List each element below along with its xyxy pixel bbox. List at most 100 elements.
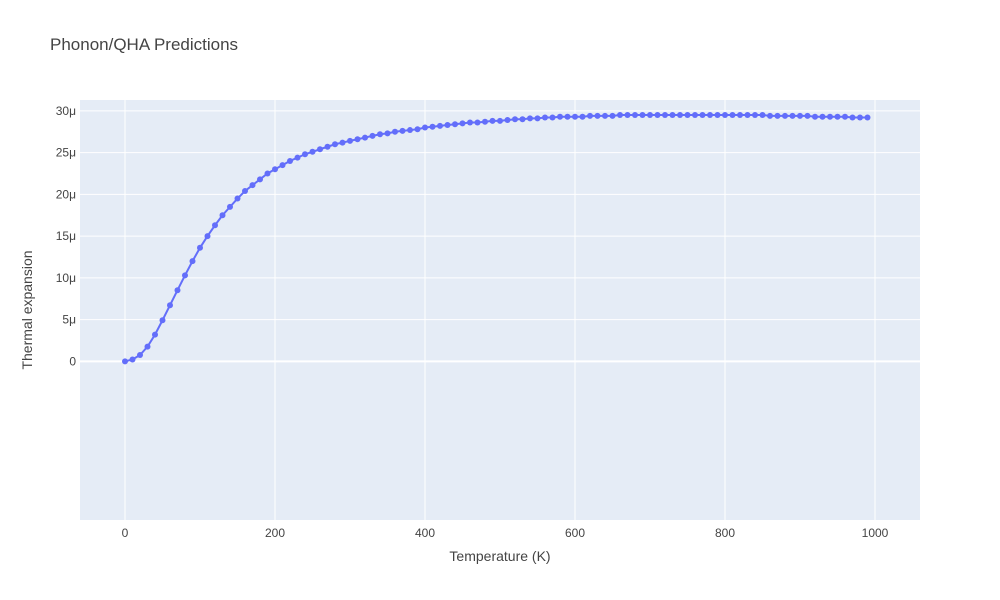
data-point xyxy=(324,143,331,150)
data-point xyxy=(399,127,406,134)
data-point xyxy=(377,131,383,138)
data-point xyxy=(287,157,293,164)
data-point xyxy=(264,170,271,177)
data-point xyxy=(347,137,353,144)
data-point xyxy=(752,112,758,119)
data-point xyxy=(519,116,526,123)
data-point xyxy=(504,117,511,124)
data-point xyxy=(572,113,578,120)
x-gridlines xyxy=(124,100,876,520)
data-point xyxy=(219,212,226,219)
x-tick-label: 1000 xyxy=(862,526,889,540)
data-point xyxy=(189,258,196,265)
data-point xyxy=(549,114,556,121)
data-point xyxy=(744,112,751,119)
data-point xyxy=(834,113,841,120)
data-point xyxy=(369,132,376,139)
data-point xyxy=(302,151,308,158)
data-point xyxy=(819,113,826,120)
data-point xyxy=(624,112,631,119)
data-point xyxy=(804,112,811,119)
series-line xyxy=(124,114,868,363)
data-point xyxy=(497,117,503,124)
y-tick-label: 20μ xyxy=(56,187,76,201)
data-point xyxy=(767,112,773,119)
data-point xyxy=(384,130,391,137)
data-point xyxy=(662,112,668,119)
data-point xyxy=(242,188,248,195)
data-point xyxy=(459,120,466,127)
y-tick-label: 0 xyxy=(69,354,76,368)
data-point xyxy=(534,115,541,122)
chart-title: Phonon/QHA Predictions xyxy=(50,35,238,54)
data-point xyxy=(467,119,473,126)
data-point xyxy=(842,113,848,120)
y-tick-label: 30μ xyxy=(56,104,76,118)
data-point xyxy=(354,136,361,143)
data-point xyxy=(692,112,698,119)
data-point xyxy=(654,112,661,119)
data-point xyxy=(234,195,241,202)
data-point xyxy=(309,148,316,155)
data-point xyxy=(684,112,691,119)
data-point xyxy=(174,287,181,294)
y-tick-label: 5μ xyxy=(62,313,76,327)
data-point xyxy=(339,139,346,146)
data-point xyxy=(167,302,173,309)
data-point xyxy=(362,134,368,141)
data-point xyxy=(204,233,211,240)
data-point xyxy=(737,112,743,119)
data-point xyxy=(579,113,586,120)
y-gridlines xyxy=(80,110,920,363)
data-point xyxy=(699,112,706,119)
data-point xyxy=(407,127,413,134)
data-point xyxy=(137,352,143,359)
data-point xyxy=(512,116,518,123)
data-point xyxy=(707,112,713,119)
plot-area xyxy=(80,100,920,520)
data-point xyxy=(392,128,398,135)
data-point xyxy=(257,176,263,183)
data-point xyxy=(182,272,188,279)
data-point xyxy=(632,112,638,119)
data-point xyxy=(797,112,803,119)
data-point xyxy=(272,166,278,173)
data-point xyxy=(782,112,788,119)
data-point xyxy=(474,119,481,126)
series-points xyxy=(122,112,871,365)
data-point xyxy=(669,112,676,119)
y-tick-label: 10μ xyxy=(56,271,76,285)
data-point xyxy=(129,356,136,363)
data-point xyxy=(294,154,301,161)
x-axis-title: Temperature (K) xyxy=(449,548,550,564)
data-point xyxy=(422,124,428,131)
data-point xyxy=(647,112,653,119)
data-point xyxy=(527,115,533,122)
x-tick-label: 400 xyxy=(415,526,435,540)
data-point xyxy=(827,113,833,120)
data-point xyxy=(759,112,766,119)
data-point xyxy=(414,126,421,133)
x-tick-labels: 0 200 400 600 800 1000 xyxy=(122,526,889,540)
data-point xyxy=(212,222,218,229)
data-point xyxy=(279,162,286,169)
x-tick-label: 200 xyxy=(265,526,285,540)
data-point xyxy=(489,117,496,124)
data-point xyxy=(249,182,256,189)
data-point xyxy=(714,112,721,119)
y-axis-title: Thermal expansion xyxy=(19,250,35,369)
data-point xyxy=(594,112,601,119)
data-point xyxy=(542,114,548,121)
y-tick-label: 15μ xyxy=(56,229,76,243)
data-point xyxy=(812,113,818,120)
data-point xyxy=(722,112,728,119)
data-point xyxy=(602,112,608,119)
data-point xyxy=(152,331,158,338)
data-point xyxy=(429,123,436,130)
y-tick-label: 25μ xyxy=(56,146,76,160)
data-point xyxy=(122,358,128,365)
data-point xyxy=(197,244,203,251)
data-point xyxy=(849,114,856,121)
data-point xyxy=(587,112,593,119)
